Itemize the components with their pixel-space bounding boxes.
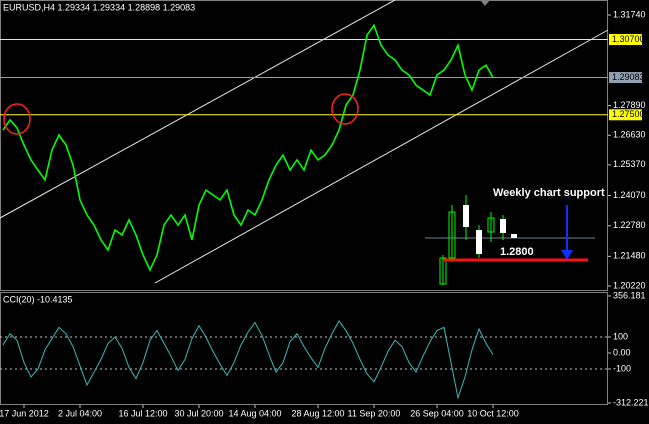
x-tick-label: 2 Jul 04:00 bbox=[58, 408, 102, 418]
shift-marker bbox=[480, 0, 490, 6]
inset-candle bbox=[487, 217, 495, 233]
upper-channel-line bbox=[0, 0, 396, 219]
inset-candle bbox=[463, 205, 469, 227]
x-tick-label: 17 Jun 2012 bbox=[0, 408, 49, 418]
chart-title: EURUSD,H4 1.29334 1.29334 1.28898 1.2908… bbox=[3, 2, 195, 12]
y-tick-label: 1.25370 bbox=[613, 159, 646, 169]
price-label: 1.27500 bbox=[612, 109, 645, 119]
highlight-circle bbox=[331, 93, 359, 125]
y-tick-label: 100 bbox=[613, 331, 628, 341]
inset-candle bbox=[448, 211, 456, 259]
y-tick-label: 1.27890 bbox=[613, 100, 646, 110]
x-tick-label: 28 Aug 12:00 bbox=[291, 408, 344, 418]
highlight-circle bbox=[3, 103, 31, 135]
y-tick-label: 0.00 bbox=[613, 347, 631, 357]
y-tick-label: -312.221 bbox=[613, 397, 649, 407]
x-tick-label: 16 Jul 12:00 bbox=[118, 408, 167, 418]
x-tick-label: 10 Oct 12:00 bbox=[467, 408, 519, 418]
x-tick-label: 14 Aug 04:00 bbox=[228, 408, 281, 418]
x-tick-label: 30 Jul 20:00 bbox=[174, 408, 223, 418]
inset-candle bbox=[476, 230, 482, 254]
y-tick-label: 1.26630 bbox=[613, 130, 646, 140]
price-label: 1.30700 bbox=[612, 34, 645, 44]
y-tick-label: 1.24070 bbox=[613, 190, 646, 200]
price-label: 1.29083 bbox=[612, 72, 645, 82]
inset-candle bbox=[511, 234, 517, 238]
weekly-inset bbox=[425, 195, 595, 285]
y-tick-label: 1.20220 bbox=[613, 280, 646, 290]
price-panel-frame bbox=[0, 0, 608, 291]
series-line bbox=[2, 320, 494, 400]
y-tick-label: 356.181 bbox=[613, 290, 646, 300]
annotation-text: 1.2800 bbox=[500, 246, 534, 258]
y-tick-label: 1.31740 bbox=[613, 9, 646, 19]
lower-channel-line bbox=[154, 29, 609, 284]
price-label-box bbox=[609, 109, 642, 121]
indicator-title: CCI(20) -10.4135 bbox=[3, 294, 73, 304]
price-label-box bbox=[609, 72, 642, 84]
x-tick-label: 11 Sep 20:00 bbox=[348, 408, 401, 418]
y-tick-label: -100 bbox=[613, 363, 631, 373]
annotation-text: Weekly chart support bbox=[493, 187, 605, 199]
support-arrowhead bbox=[561, 250, 573, 260]
series-line bbox=[2, 23, 494, 272]
x-tick-label: 26 Sep 04:00 bbox=[410, 408, 464, 418]
inset-candle bbox=[500, 219, 506, 233]
price-label-box bbox=[609, 34, 642, 46]
y-tick-label: 1.22780 bbox=[613, 220, 646, 230]
y-tick-label: 1.21480 bbox=[613, 251, 646, 261]
cci-panel-frame bbox=[0, 292, 608, 405]
inset-candle bbox=[439, 257, 447, 285]
